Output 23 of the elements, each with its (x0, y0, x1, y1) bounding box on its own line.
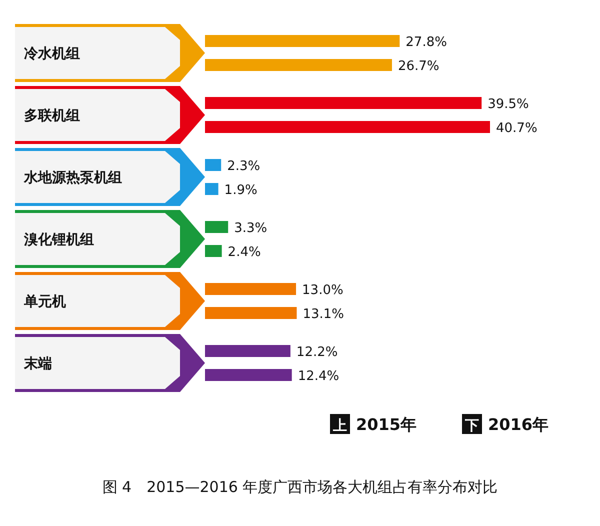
data-label: 2.4% (228, 245, 261, 260)
data-label: 13.0% (302, 283, 344, 298)
text: 图 4 2015—2016 年度广西市场各大机组占有率分布对比 (102, 478, 498, 496)
text: 2015年 (356, 415, 417, 434)
data-label: 12.4% (298, 369, 340, 384)
data-label: 40.7% (496, 121, 538, 136)
data-label: 3.3% (234, 221, 268, 236)
data-label: 2.3% (227, 159, 260, 174)
text: 2016年 (488, 415, 549, 434)
data-label: 1.9% (224, 183, 258, 198)
y-tick-label: 单元机 (23, 294, 66, 310)
data-label: 27.8% (406, 35, 447, 50)
data-label: 39.5% (488, 97, 529, 112)
text: 下 (464, 418, 479, 434)
y-tick-label: 末端 (23, 356, 52, 372)
data-label: 13.1% (302, 307, 344, 322)
y-tick-label: 冷水机组 (24, 46, 80, 62)
y-tick-label: 水地源热泵机组 (23, 170, 122, 186)
y-tick-label: 溴化锂机组 (23, 232, 94, 248)
data-label: 12.2% (296, 345, 338, 360)
data-label: 26.7% (398, 59, 440, 74)
y-tick-label: 多联机组 (24, 108, 80, 124)
text: 上 (332, 418, 347, 434)
